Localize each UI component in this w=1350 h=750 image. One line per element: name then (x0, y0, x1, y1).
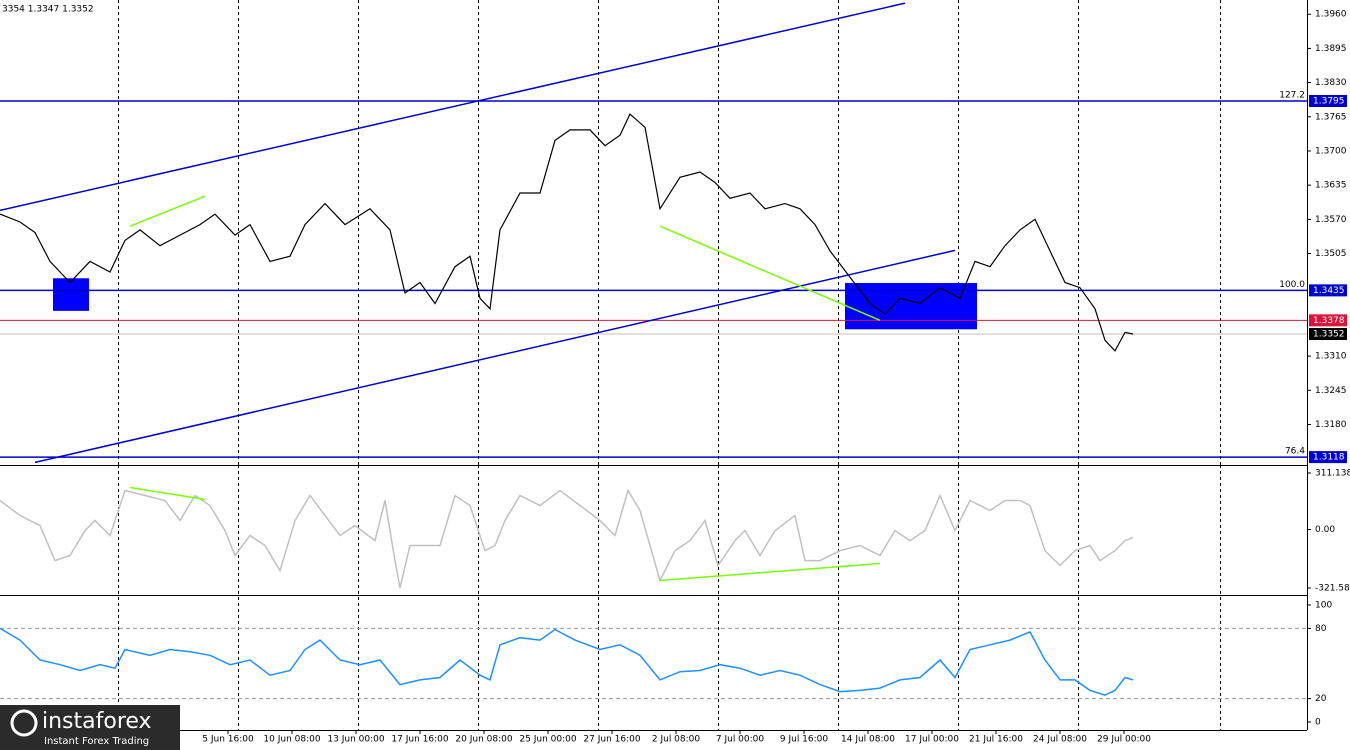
y-tick-label: 311.138 (1315, 468, 1350, 478)
x-tick-label: 7 Jul 00:00 (716, 735, 765, 745)
price-tag (1309, 284, 1347, 297)
x-tick-label: 21 Jul 16:00 (969, 735, 1023, 745)
y-tick-label: 1.3960 (1315, 10, 1347, 20)
y-tick-label: 20 (1315, 694, 1327, 704)
fib-label: 76.4 (1285, 447, 1305, 457)
y-tick-label: -321.584 (1315, 584, 1350, 594)
x-tick-label: 2 Jul 08:00 (652, 735, 701, 745)
x-tick-label: 20 Jun 08:00 (455, 735, 512, 745)
x-tick-label: 13 Jun 00:00 (327, 735, 384, 745)
price-tag (1309, 451, 1347, 464)
logo: instaforex Instant Forex Trading (0, 705, 180, 750)
y-tick-label: 1.3180 (1315, 420, 1347, 430)
y-tick-label: 1.3505 (1315, 249, 1347, 259)
logo-icon (10, 709, 38, 737)
logo-tagline: Instant Forex Trading (44, 736, 149, 747)
x-tick-label: 27 Jun 16:00 (583, 735, 640, 745)
trend-line (659, 562, 881, 582)
plot-layer (0, 0, 1307, 730)
trend-line (0, 2, 906, 212)
price-tag-label: 1.3118 (1313, 453, 1345, 463)
y-tick-label: 1.3830 (1315, 78, 1347, 88)
ohlc-header: 3354 1.3347 1.3352 (2, 5, 94, 15)
trend-line (129, 195, 206, 227)
x-tick-label: 9 Jul 16:00 (780, 735, 829, 745)
y-tick-label: 0.00 (1315, 525, 1335, 535)
price-tag-label: 1.3435 (1313, 286, 1345, 296)
y-tick-label: 80 (1315, 624, 1327, 634)
trend-line (129, 486, 206, 501)
series-line (0, 113, 1134, 352)
y-tick-label: 1.3895 (1315, 44, 1347, 54)
y-tick-label: 1.3700 (1315, 146, 1347, 156)
y-tick-label: 1.3245 (1315, 386, 1347, 396)
logo-name: instaforex (42, 709, 152, 734)
series-line (0, 488, 1134, 588)
x-tick-label: 24 Jul 08:00 (1033, 735, 1087, 745)
price-tag (1309, 94, 1347, 107)
price-tag (1309, 314, 1347, 327)
y-tick-label: 1.3635 (1315, 181, 1347, 191)
series-line (0, 627, 1134, 696)
price-tag-label: 1.3378 (1313, 316, 1345, 326)
price-tag-label: 1.3795 (1313, 96, 1345, 106)
x-tick-label: 14 Jul 08:00 (841, 735, 895, 745)
x-tick-label: 10 Jun 08:00 (263, 735, 320, 745)
fib-label: 127.2 (1279, 90, 1305, 100)
x-tick-label: 5 Jun 16:00 (202, 735, 254, 745)
y-tick-label: 1.3570 (1315, 215, 1347, 225)
fib-label: 100.0 (1279, 280, 1305, 290)
x-tick-label: 17 Jun 16:00 (391, 735, 448, 745)
y-tick-label: 100 (1315, 600, 1332, 610)
x-tick-label: 17 Jul 00:00 (905, 735, 959, 745)
x-tick-label: 25 Jun 00:00 (519, 735, 576, 745)
price-tag-label: 1.3352 (1313, 330, 1345, 340)
x-tick-label: 29 Jul 00:00 (1097, 735, 1151, 745)
y-tick-label: 1.3765 (1315, 112, 1347, 122)
y-tick-label: 0 (1315, 718, 1321, 728)
y-tick-label: 1.3310 (1315, 352, 1347, 362)
trend-line (34, 249, 956, 464)
trend-line (659, 225, 881, 322)
zone-box (53, 278, 89, 311)
price-tag (1309, 328, 1347, 341)
